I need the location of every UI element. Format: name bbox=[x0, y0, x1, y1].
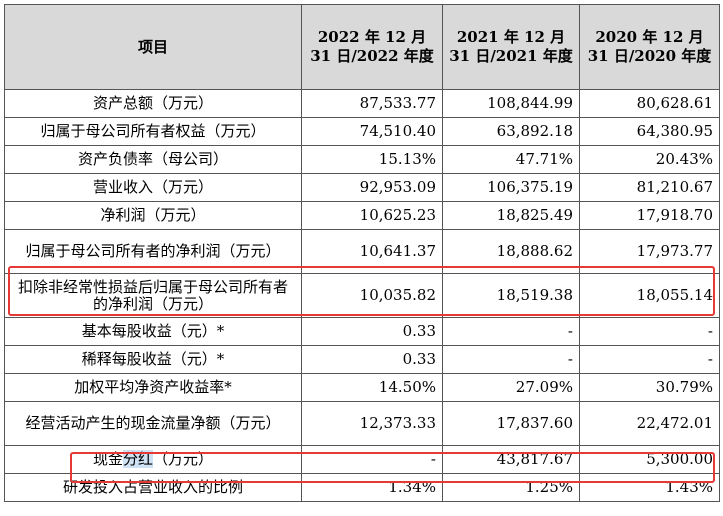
table-row: 归属于母公司所有者权益（万元） 74,510.40 63,892.18 64,3… bbox=[4, 117, 720, 146]
row-label: 稀释每股收益（元）* bbox=[4, 345, 302, 374]
cell-2020: 64,380.95 bbox=[579, 117, 720, 146]
cell-2022: - bbox=[301, 445, 443, 474]
cell-2021: 18,825.49 bbox=[442, 201, 580, 230]
row-label: 扣除非经常性损益后归属于母公司所有者的净利润（万元） bbox=[4, 273, 302, 318]
label-suffix: （万元） bbox=[153, 450, 214, 468]
table-row: 资产负债率（母公司） 15.13% 47.71% 20.43% bbox=[4, 145, 720, 174]
row-label: 资产负债率（母公司） bbox=[4, 145, 302, 174]
cell-2022: 12,373.33 bbox=[301, 401, 443, 446]
cell-2020: 17,973.77 bbox=[579, 229, 720, 274]
header-row: 项目 2022 年 12 月 31 日/2022 年度 2021 年 12 月 … bbox=[4, 4, 720, 90]
label-prefix: 现金 bbox=[92, 450, 123, 468]
cell-2022: 74,510.40 bbox=[301, 117, 443, 146]
cell-2022: 14.50% bbox=[301, 373, 443, 402]
table-row: 经营活动产生的现金流量净额（万元） 12,373.33 17,837.60 22… bbox=[4, 401, 720, 446]
cell-2020: 17,918.70 bbox=[579, 201, 720, 230]
table-row: 研发投入占营业收入的比例 1.34% 1.25% 1.43% bbox=[4, 473, 720, 502]
cell-2022: 10,035.82 bbox=[301, 273, 443, 318]
cell-2022: 0.33 bbox=[301, 317, 443, 346]
cell-2021: 18,888.62 bbox=[442, 229, 580, 274]
cell-2021: 63,892.18 bbox=[442, 117, 580, 146]
header-2021: 2021 年 12 月 31 日/2021 年度 bbox=[442, 4, 580, 90]
cell-2022: 10,625.23 bbox=[301, 201, 443, 230]
table-row: 净利润（万元） 10,625.23 18,825.49 17,918.70 bbox=[4, 201, 720, 230]
row-label: 加权平均净资产收益率* bbox=[4, 373, 302, 402]
cell-2021: - bbox=[442, 345, 580, 374]
cell-2021: - bbox=[442, 317, 580, 346]
cell-2020: 30.79% bbox=[579, 373, 720, 402]
row-label: 归属于母公司所有者权益（万元） bbox=[4, 117, 302, 146]
cell-2022: 0.33 bbox=[301, 345, 443, 374]
financial-data-table: 项目 2022 年 12 月 31 日/2022 年度 2021 年 12 月 … bbox=[4, 4, 720, 502]
cell-2021: 17,837.60 bbox=[442, 401, 580, 446]
header-item: 项目 bbox=[4, 4, 302, 90]
row-label: 基本每股收益（元）* bbox=[4, 317, 302, 346]
header-2022: 2022 年 12 月 31 日/2022 年度 bbox=[301, 4, 443, 90]
row-label: 营业收入（万元） bbox=[4, 173, 302, 202]
cell-2022: 1.34% bbox=[301, 473, 443, 502]
cell-2020: 81,210.67 bbox=[579, 173, 720, 202]
header-2020: 2020 年 12 月 31 日/2020 年度 bbox=[579, 4, 720, 90]
cell-2021: 43,817.67 bbox=[442, 445, 580, 474]
cell-2021: 106,375.19 bbox=[442, 173, 580, 202]
table-row: 加权平均净资产收益率* 14.50% 27.09% 30.79% bbox=[4, 373, 720, 402]
cell-2021: 1.25% bbox=[442, 473, 580, 502]
cell-2020: 80,628.61 bbox=[579, 89, 720, 118]
table-row: 归属于母公司所有者的净利润（万元） 10,641.37 18,888.62 17… bbox=[4, 229, 720, 274]
selected-text[interactable]: 分红 bbox=[122, 450, 153, 468]
cell-2020: 18,055.14 bbox=[579, 273, 720, 318]
cell-2020: 22,472.01 bbox=[579, 401, 720, 446]
table-row: 稀释每股收益（元）* 0.33 - - bbox=[4, 345, 720, 374]
table-row: 基本每股收益（元）* 0.33 - - bbox=[4, 317, 720, 346]
row-label: 研发投入占营业收入的比例 bbox=[4, 473, 302, 502]
row-label: 经营活动产生的现金流量净额（万元） bbox=[4, 401, 302, 446]
cell-2020: 1.43% bbox=[579, 473, 720, 502]
cell-2020: 20.43% bbox=[579, 145, 720, 174]
row-label: 现金分红（万元） bbox=[4, 445, 302, 474]
table-row: 营业收入（万元） 92,953.09 106,375.19 81,210.67 bbox=[4, 173, 720, 202]
table-row: 资产总额（万元） 87,533.77 108,844.99 80,628.61 bbox=[4, 89, 720, 118]
cell-2021: 108,844.99 bbox=[442, 89, 580, 118]
cell-2020: 5,300.00 bbox=[579, 445, 720, 474]
cell-2021: 18,519.38 bbox=[442, 273, 580, 318]
row-label: 归属于母公司所有者的净利润（万元） bbox=[4, 229, 302, 274]
row-label: 资产总额（万元） bbox=[4, 89, 302, 118]
table-row-highlighted: 现金分红（万元） - 43,817.67 5,300.00 bbox=[4, 445, 720, 474]
table-row-highlighted: 扣除非经常性损益后归属于母公司所有者的净利润（万元） 10,035.82 18,… bbox=[4, 273, 720, 318]
cell-2022: 87,533.77 bbox=[301, 89, 443, 118]
cell-2020: - bbox=[579, 317, 720, 346]
cell-2020: - bbox=[579, 345, 720, 374]
cell-2021: 27.09% bbox=[442, 373, 580, 402]
cell-2022: 92,953.09 bbox=[301, 173, 443, 202]
row-label: 净利润（万元） bbox=[4, 201, 302, 230]
cell-2021: 47.71% bbox=[442, 145, 580, 174]
cell-2022: 15.13% bbox=[301, 145, 443, 174]
cell-2022: 10,641.37 bbox=[301, 229, 443, 274]
